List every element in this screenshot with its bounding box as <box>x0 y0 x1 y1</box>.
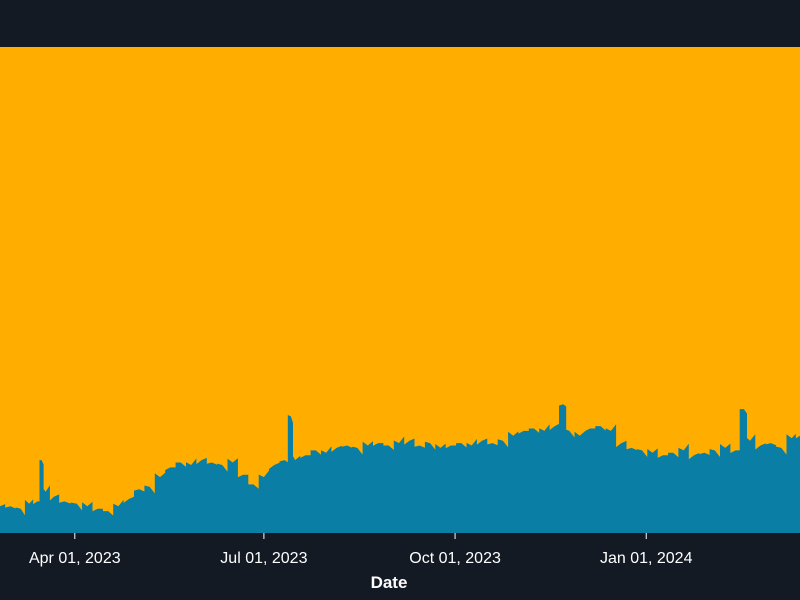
x-tick-label: Jul 01, 2023 <box>220 550 307 567</box>
x-tick-label: Oct 01, 2023 <box>409 550 501 567</box>
x-tick-label: Jan 01, 2024 <box>600 550 693 567</box>
x-tick-label: Apr 01, 2023 <box>29 550 121 567</box>
x-axis-title: Date <box>371 573 408 592</box>
area-series-lower <box>0 404 800 533</box>
